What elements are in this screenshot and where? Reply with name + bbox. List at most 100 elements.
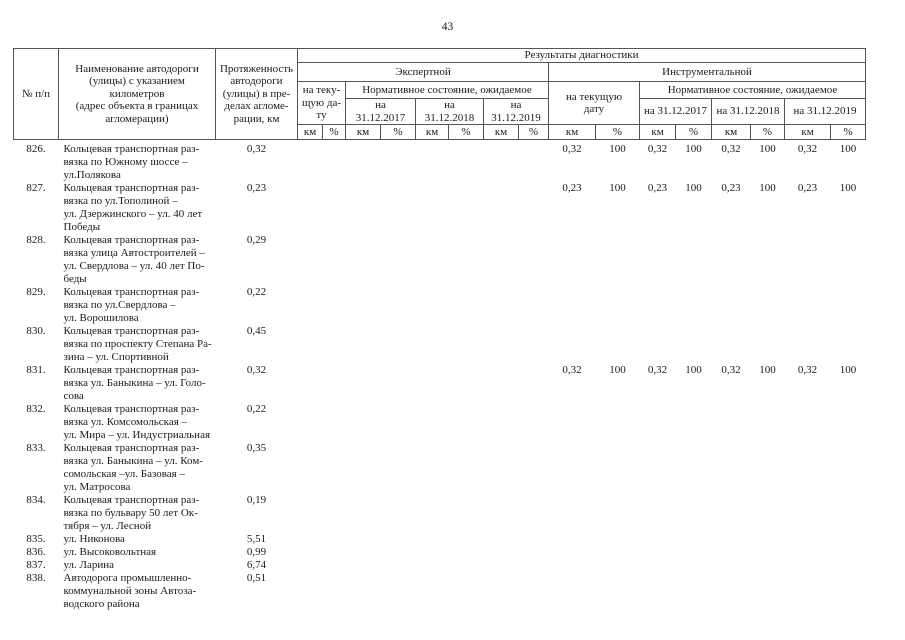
road-length: 0,99 <box>246 546 267 558</box>
row-number: 835. <box>26 533 46 545</box>
instr-2018-pct <box>751 572 785 611</box>
road-length: 0,29 <box>246 234 267 246</box>
expert-2017-km <box>346 442 381 494</box>
expert-2019-pct <box>519 140 549 183</box>
expert-current-pct <box>323 286 346 325</box>
instr-current-pct <box>596 494 640 533</box>
instr-2019-pct <box>831 442 866 494</box>
instr-2018-pct <box>751 325 785 364</box>
road-name: Кольцевая транспортная раз- вязка по про… <box>63 325 212 363</box>
expert-2018-km <box>416 140 449 183</box>
instr-current-km <box>549 403 596 442</box>
expert-2017-km <box>346 559 381 572</box>
expert-current-km <box>298 546 323 559</box>
expert-2017-pct <box>381 494 416 533</box>
expert-2019-km <box>484 442 519 494</box>
road-length: 0,19 <box>246 494 267 506</box>
expert-current-pct <box>323 572 346 611</box>
road-length: 6,74 <box>246 559 267 571</box>
instr-current-pct <box>596 442 640 494</box>
expert-2019-pct <box>519 572 549 611</box>
instr-current-pct <box>596 559 640 572</box>
expert-2017-km <box>346 234 381 286</box>
instr-2017-km <box>640 403 676 442</box>
expert-2018-pct <box>449 286 484 325</box>
expert-2019-km <box>484 533 519 546</box>
instr-2019-pct <box>831 286 866 325</box>
row-number: 828. <box>26 234 46 246</box>
expert-2017-km <box>346 364 381 403</box>
instr-2019-pct <box>831 533 866 546</box>
row-number: 829. <box>26 286 46 298</box>
road-name: Кольцевая транспортная раз- вязка по Южн… <box>63 143 200 181</box>
expert-2019-pct <box>519 533 549 546</box>
road-name: Автодорога промышленно- коммунальной зон… <box>63 572 197 610</box>
expert-current-km <box>298 140 323 183</box>
instr-2018-km <box>712 286 751 325</box>
instr-2017-km <box>640 494 676 533</box>
expert-current-pct <box>323 533 346 546</box>
road-name: ул. Высоковольтная <box>63 546 157 558</box>
instr-2019-pct <box>831 494 866 533</box>
expert-current-km <box>298 364 323 403</box>
table-body: 826. Кольцевая транспортная раз- вязка п… <box>14 140 866 612</box>
expert-2018-pct <box>449 182 484 234</box>
instr-2019-pct: 100 <box>839 364 857 376</box>
expert-current-km <box>298 234 323 286</box>
expert-2017-pct <box>381 234 416 286</box>
expert-current-km <box>298 572 323 611</box>
expert-2017-pct <box>381 182 416 234</box>
unit-header-pct: % <box>448 124 484 140</box>
road-name: ул. Никонова <box>63 533 125 545</box>
instr-2018-km <box>712 546 751 559</box>
instr-current-km: 0,32 <box>562 143 582 155</box>
instr-2019-pct <box>831 559 866 572</box>
road-name: Кольцевая транспортная раз- вязка ул. Ко… <box>63 403 211 441</box>
instr-2019-km <box>785 494 831 533</box>
expert-2018-km <box>416 286 449 325</box>
instr-2018-km <box>712 559 751 572</box>
col-header-expert-current-date: на теку- щую да- ту <box>297 81 346 125</box>
road-name: Кольцевая транспортная раз- вязка улица … <box>63 234 205 285</box>
instr-current-km <box>549 494 596 533</box>
expert-2018-km <box>416 533 449 546</box>
instr-2019-km: 0,32 <box>797 143 818 155</box>
expert-2018-km <box>416 546 449 559</box>
expert-2017-pct <box>381 572 416 611</box>
expert-2017-km <box>346 182 381 234</box>
instr-2019-km <box>785 533 831 546</box>
instr-2018-km <box>712 325 751 364</box>
expert-2018-km <box>416 572 449 611</box>
col-header-num: № п/п <box>13 48 59 140</box>
expert-2019-pct <box>519 286 549 325</box>
instr-2017-pct <box>676 234 712 286</box>
expert-current-km <box>298 286 323 325</box>
unit-header-km: км <box>548 124 596 140</box>
instr-2017-pct: 100 <box>685 182 702 194</box>
instr-current-km <box>549 286 596 325</box>
expert-2018-km <box>416 442 449 494</box>
expert-current-pct <box>323 494 346 533</box>
instr-2019-km <box>785 572 831 611</box>
expert-2019-pct <box>519 182 549 234</box>
instr-2018-km: 0,32 <box>721 364 741 376</box>
expert-current-km <box>298 182 323 234</box>
instr-2017-pct: 100 <box>685 364 702 376</box>
instr-2019-pct <box>831 403 866 442</box>
road-diagnostics-table: № п/п Наименование автодороги (улицы) с … <box>13 48 867 612</box>
expert-2019-km <box>484 559 519 572</box>
unit-header-km: км <box>784 124 831 140</box>
instr-current-km: 0,32 <box>562 364 582 376</box>
unit-header-pct: % <box>518 124 549 140</box>
expert-2019-km <box>484 234 519 286</box>
road-length: 5,51 <box>246 533 267 545</box>
expert-2018-km <box>416 234 449 286</box>
expert-2019-km <box>484 325 519 364</box>
row-number: 836. <box>26 546 46 558</box>
expert-2019-km <box>484 546 519 559</box>
table-row: 834. Кольцевая транспортная раз- вязка п… <box>14 494 866 533</box>
instr-2018-pct: 100 <box>759 182 776 194</box>
unit-header-km: км <box>297 124 323 140</box>
expert-current-km <box>298 494 323 533</box>
expert-current-pct <box>323 182 346 234</box>
